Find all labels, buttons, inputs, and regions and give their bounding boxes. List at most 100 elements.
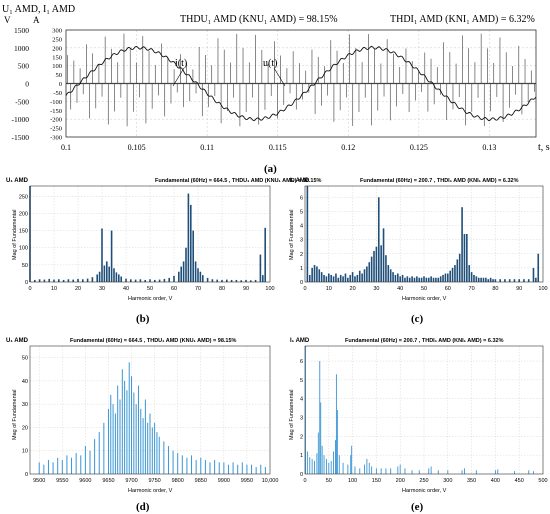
spectrum-bar [306, 186, 309, 282]
panel-d-x-tick: 9800 [172, 478, 184, 484]
spectrum-bar [390, 468, 392, 474]
spectrum-bar [47, 460, 49, 474]
spectrum-bar [185, 247, 187, 282]
spectrum-bar [227, 464, 229, 474]
spectrum-bar [328, 462, 330, 474]
spectrum-bar [406, 276, 409, 282]
spectrum-bar [528, 470, 530, 474]
spectrum-bar [117, 385, 119, 474]
spectrum-bar [38, 462, 40, 474]
panel-a-frame [65, 29, 537, 138]
spectrum-bar [142, 418, 144, 474]
spectrum-bar [128, 362, 130, 474]
spectrum-bar [61, 460, 63, 474]
panel-d-x-tick: 9950 [241, 478, 253, 484]
panel-a-y-left-tick: 500 [18, 62, 30, 71]
spectrum-bar [144, 279, 146, 282]
panel-c-x-tick: 0 [303, 286, 306, 292]
panel-c-y-tick: 6 [300, 195, 303, 201]
panel-c-ylabel: Mag of Fundamental [289, 210, 295, 260]
spectrum-bar [180, 266, 182, 282]
panel-c-y-ticks: 0 1 2 3 4 5 6 [300, 195, 303, 286]
panel-e-xlabel: Harmonic order, V [402, 488, 447, 494]
spectrum-bar [523, 279, 525, 282]
panel-e-x-tick: 250 [419, 478, 428, 484]
spectrum-bar [317, 432, 319, 474]
panel-b-x-tick: 60 [171, 286, 177, 292]
spectrum-bar [163, 278, 166, 282]
spectrum-bar [235, 279, 238, 282]
spectrum-bar [260, 464, 262, 474]
spectrum-bar [209, 462, 211, 474]
spectrum-bar [354, 466, 356, 474]
spectrum-bar [389, 269, 392, 282]
panel-a-y-right-tick: -250 [50, 126, 62, 133]
panel-a-y-left-tick: 1000 [14, 44, 29, 53]
spectrum-bar [339, 274, 342, 282]
spectrum-bar [98, 271, 101, 282]
spectrum-bar [53, 279, 55, 282]
panel-a-y-right-tick: -100 [50, 99, 62, 106]
spectrum-bar [359, 468, 361, 474]
spectrum-bar [470, 272, 473, 282]
spectrum-bar [134, 279, 137, 282]
spectrum-bar [214, 460, 216, 474]
panel-c-x-tick: 100 [538, 286, 547, 292]
spectrum-bar [318, 269, 321, 282]
panel-c-y-tick: 3 [300, 238, 303, 244]
spectrum-bar [468, 265, 471, 282]
panel-e-x-tick: 400 [491, 478, 500, 484]
spectrum-bar [461, 470, 463, 474]
spectrum-bar [482, 277, 485, 282]
spectrum-bar [320, 272, 323, 282]
spectrum-bar [351, 272, 354, 282]
spectrum-bar [120, 276, 122, 282]
panel-e-bars [305, 346, 534, 474]
spectrum-bar [411, 470, 413, 474]
spectrum-bar [226, 279, 228, 282]
panel-d-y-ticks: 0 10 20 30 40 50 [22, 356, 28, 478]
panel-b-label: (b) [136, 313, 150, 325]
spectrum-bar [323, 455, 325, 474]
spectrum-bar [382, 228, 385, 282]
spectrum-bar [192, 230, 194, 282]
panel-c-y-tick: 1 [300, 266, 303, 272]
spectrum-bar [449, 270, 451, 282]
spectrum-bar [86, 278, 89, 282]
spectrum-bar [204, 460, 206, 474]
spectrum-bar [172, 450, 174, 474]
panel-c-ylabel-top: I₁ AMD [290, 178, 310, 184]
spectrum-bar [221, 279, 223, 282]
spectrum-bar [485, 277, 487, 282]
spectrum-bar [110, 230, 113, 282]
spectrum-bar [190, 204, 192, 282]
spectrum-bar [187, 193, 190, 282]
spectrum-bar [492, 279, 494, 282]
panel-e-x-tick: 450 [515, 478, 524, 484]
panel-a-y-left-tick: -1000 [12, 115, 30, 124]
panel-e-x-tick: 150 [372, 478, 381, 484]
panel-d-x-tick: 9600 [79, 478, 91, 484]
panel-b-y-tick: 150 [19, 229, 28, 235]
spectrum-bar [135, 404, 137, 474]
spectrum-bar [309, 457, 311, 474]
panel-d-frame [29, 345, 271, 475]
spectrum-bar [230, 279, 233, 282]
spectrum-bar [264, 227, 266, 282]
spectrum-bar [250, 280, 252, 282]
spectrum-bar [158, 279, 161, 282]
spectrum-bar [513, 279, 516, 282]
panel-d-x-tick: 9850 [195, 478, 207, 484]
series-u-pwm [66, 33, 536, 127]
spectrum-bar [103, 265, 106, 282]
panel-e-y-tick: 2 [300, 434, 303, 440]
spectrum-bar [178, 271, 180, 282]
panel-a-y-left-tick: 1500 [14, 26, 29, 35]
spectrum-bar [211, 279, 214, 282]
panel-a-y-right-tick: 300 [52, 28, 62, 35]
annotation-i-t: i(t) [175, 58, 187, 69]
spectrum-bar [103, 422, 105, 474]
spectrum-bar [173, 275, 175, 282]
panel-b-x-tick: 0 [28, 286, 31, 292]
panel-a-y-left-tick: -500 [15, 97, 29, 106]
